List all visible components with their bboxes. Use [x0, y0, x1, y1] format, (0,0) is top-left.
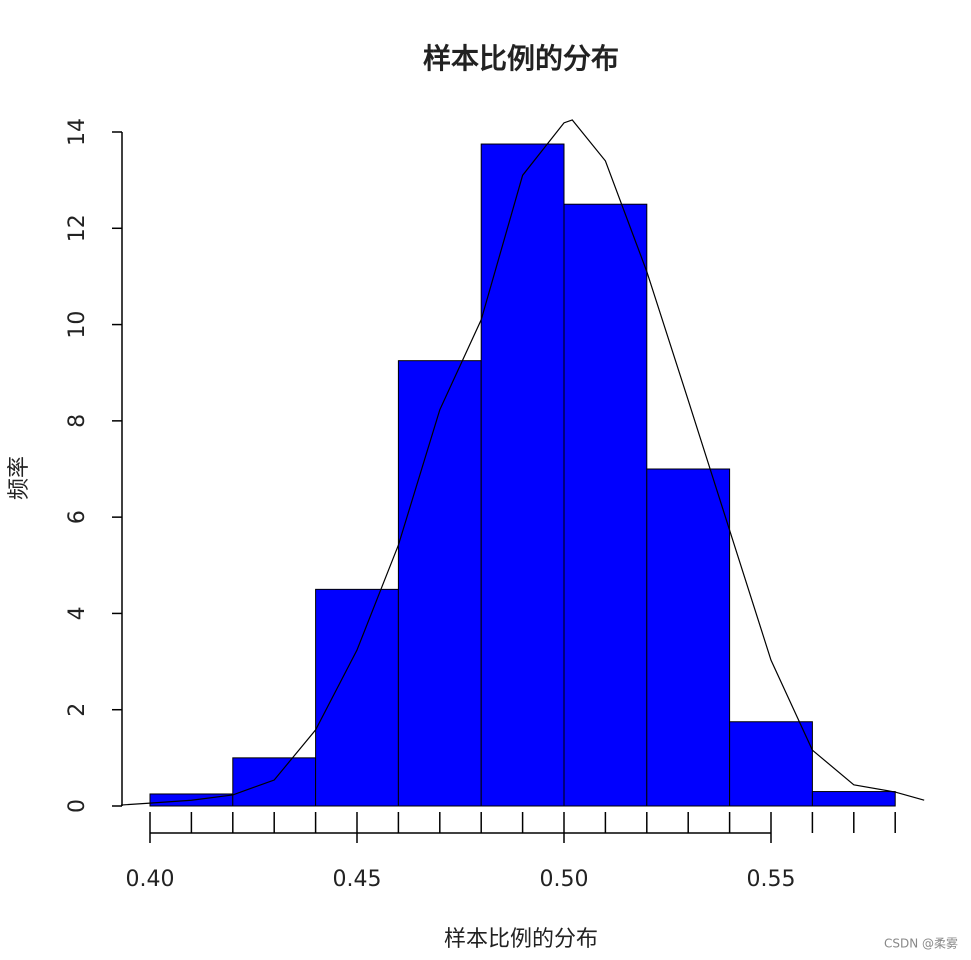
y-axis-label: 频率 — [7, 456, 32, 500]
x-tick-label: 0.40 — [126, 867, 175, 892]
y-tick-label: 0 — [65, 799, 90, 813]
bar — [563, 203, 648, 807]
bar — [811, 791, 896, 807]
y-tick-label: 12 — [65, 214, 90, 242]
density-curve — [120, 119, 925, 806]
x-tick-label: 0.50 — [540, 867, 589, 892]
y-tick-label: 10 — [65, 311, 90, 339]
y-tick-label: 2 — [65, 703, 90, 717]
bar — [480, 143, 565, 807]
bar — [397, 360, 482, 807]
bar — [315, 588, 399, 807]
chart-title: 样本比例的分布 — [423, 42, 619, 75]
y-tick-label: 4 — [65, 606, 90, 620]
bar — [646, 468, 731, 807]
x-axis-label: 样本比例的分布 — [444, 927, 598, 952]
bar — [232, 757, 317, 807]
y-tick-label: 14 — [65, 118, 90, 146]
bar — [729, 721, 813, 807]
y-tick-label: 8 — [65, 414, 90, 428]
watermark: CSDN @柔雾 — [884, 937, 958, 951]
x-tick-label: 0.55 — [747, 867, 796, 892]
y-tick-label: 6 — [65, 510, 90, 524]
x-tick-label: 0.45 — [333, 867, 382, 892]
